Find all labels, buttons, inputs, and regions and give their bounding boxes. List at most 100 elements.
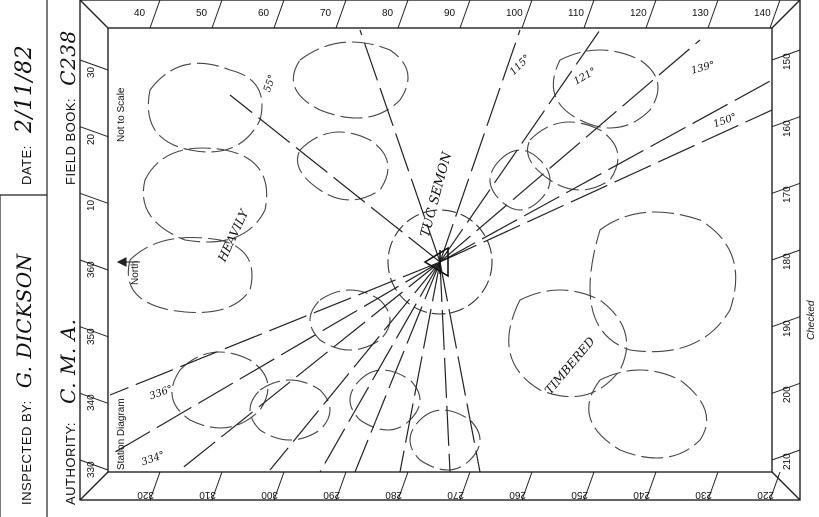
tick-mark xyxy=(645,471,657,501)
tick-mark xyxy=(211,0,223,29)
sight-line xyxy=(439,39,701,263)
tick-label-left: 10 xyxy=(86,200,97,212)
tick-label-left: 330 xyxy=(86,461,97,478)
tick-mark xyxy=(707,0,719,29)
inspected-by-field: INSPECTED BY: G. DICKSON xyxy=(12,253,36,505)
tick-label-left: 340 xyxy=(86,394,97,412)
tick-label-left: 20 xyxy=(86,133,97,145)
tick-label-top: 50 xyxy=(196,8,208,19)
field-book-field: FIELD BOOK: C238 xyxy=(56,30,80,185)
tick-label-bottom: 280 xyxy=(385,489,402,500)
sight-line xyxy=(269,261,441,471)
sight-line xyxy=(439,261,451,473)
tick-label-bottom: 300 xyxy=(261,489,278,500)
azimuth-ticks xyxy=(79,0,801,501)
sight-lines xyxy=(109,29,773,473)
tick-mark xyxy=(79,259,109,271)
tick-mark xyxy=(335,471,347,501)
tick-label-top: 130 xyxy=(692,8,709,19)
tick-mark xyxy=(273,471,285,501)
tick-label-top: 90 xyxy=(444,8,456,19)
tick-label-top: 60 xyxy=(258,8,270,19)
tick-label-bottom: 230 xyxy=(695,489,712,500)
field-book-label: FIELD BOOK: xyxy=(63,97,78,185)
checked-label: Checked xyxy=(806,300,817,340)
tick-mark xyxy=(645,0,657,29)
form-header-grid xyxy=(0,0,48,517)
sight-line xyxy=(439,109,773,263)
tick-mark xyxy=(79,192,109,204)
tick-label-bottom: 320 xyxy=(137,489,154,500)
tick-mark xyxy=(459,471,471,501)
north-arrow xyxy=(116,257,140,267)
tick-mark xyxy=(397,471,409,501)
authority-label: AUTHORITY: xyxy=(63,421,78,505)
sight-line xyxy=(109,261,441,396)
authority-field: AUTHORITY: C. M. A. xyxy=(56,319,80,505)
tick-label-bottom: 260 xyxy=(509,489,526,500)
tick-mark xyxy=(771,382,801,394)
tick-label-right: 170 xyxy=(782,186,793,204)
tick-label-left: 360 xyxy=(86,261,97,278)
station-clearing-circle xyxy=(387,209,493,315)
tick-label-bottom: 310 xyxy=(199,489,216,500)
tick-mark xyxy=(521,0,533,29)
tick-mark xyxy=(521,471,533,501)
tick-mark xyxy=(335,0,347,29)
tick-mark xyxy=(79,392,109,404)
tick-mark xyxy=(397,0,409,29)
tick-label-right: 200 xyxy=(782,386,793,404)
tick-label-right: 150 xyxy=(782,53,793,70)
sight-line xyxy=(439,29,521,263)
sight-line xyxy=(179,261,441,471)
inspected-by-value: G. DICKSON xyxy=(12,253,36,389)
tick-label-right: 180 xyxy=(782,253,793,270)
date-field: DATE: 2/11/82 xyxy=(12,45,37,185)
date-value: 2/11/82 xyxy=(12,44,37,134)
tick-mark xyxy=(79,59,109,71)
tick-mark xyxy=(459,0,471,29)
tick-mark xyxy=(707,471,719,501)
tick-label-right: 210 xyxy=(782,453,793,470)
tick-mark xyxy=(771,449,801,461)
tick-label-top: 40 xyxy=(134,8,146,19)
tick-label-top: 80 xyxy=(382,8,394,19)
authority-value: C. M. A. xyxy=(56,318,80,404)
tick-label-top: 140 xyxy=(754,8,771,19)
tick-mark xyxy=(149,471,161,501)
tick-label-bottom: 290 xyxy=(323,489,340,500)
sight-line xyxy=(319,261,441,473)
tick-label-top: 70 xyxy=(320,8,332,19)
tick-mark xyxy=(771,116,801,128)
north-label: North xyxy=(130,260,141,285)
tick-mark xyxy=(79,126,109,138)
tick-label-bottom: 250 xyxy=(571,489,588,500)
tick-label-top: 120 xyxy=(630,8,647,19)
tick-label-bottom: 220 xyxy=(757,489,774,500)
tick-label-left: 350 xyxy=(86,327,97,345)
sight-line xyxy=(399,261,441,473)
tick-mark xyxy=(771,249,801,261)
tick-mark xyxy=(211,471,223,501)
scale-note: Not to Scale xyxy=(116,87,127,142)
tick-mark xyxy=(769,471,781,501)
sight-line xyxy=(109,261,441,456)
tick-label-bottom: 240 xyxy=(633,489,650,500)
sight-line xyxy=(229,94,441,263)
tick-label-top: 100 xyxy=(506,8,523,19)
tick-mark xyxy=(583,471,595,501)
station-diagram-label: Station Diagram xyxy=(116,398,127,470)
tick-label-bottom: 270 xyxy=(447,489,464,500)
tick-mark xyxy=(273,0,285,29)
tick-mark xyxy=(771,49,801,61)
field-book-value: C238 xyxy=(56,30,80,86)
tick-mark xyxy=(79,326,109,338)
sight-line xyxy=(439,261,481,473)
tick-mark xyxy=(771,182,801,194)
tick-mark xyxy=(583,0,595,29)
tick-label-left: 30 xyxy=(86,66,97,78)
tick-label-right: 190 xyxy=(782,319,793,337)
station-triangle-symbol xyxy=(423,246,449,278)
tick-label-top: 110 xyxy=(568,8,584,19)
